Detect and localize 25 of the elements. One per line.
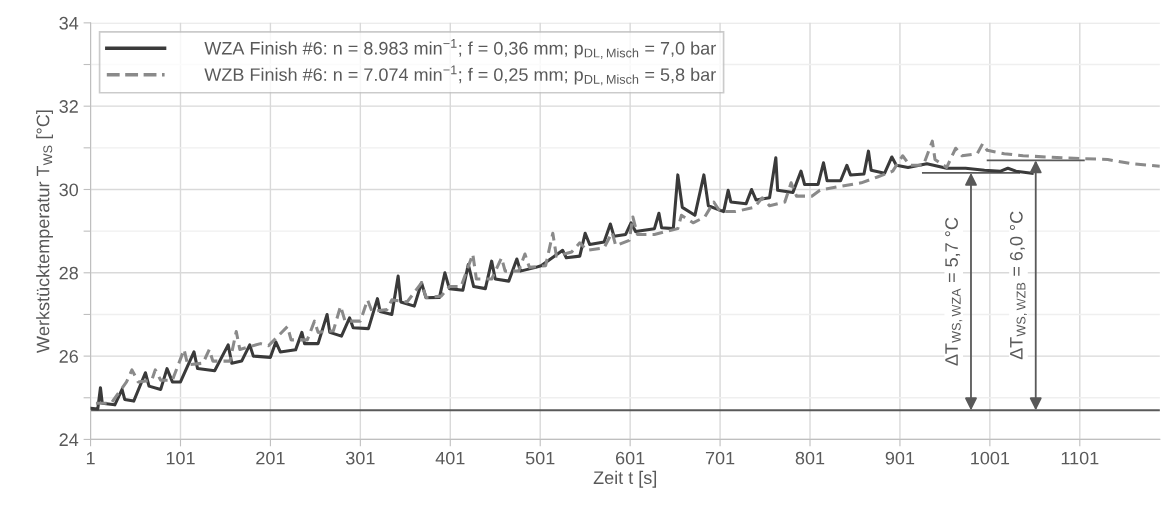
x-tick-label: 901	[885, 451, 915, 465]
x-tick-label: 1	[86, 451, 95, 465]
y-tick-label: 32	[59, 100, 78, 113]
x-tick-label: 501	[525, 451, 555, 465]
y-tick-label: 26	[59, 350, 78, 363]
x-tick-label: 1001	[971, 451, 1010, 465]
line-series	[94, 139, 1160, 405]
y-axis-title: Werkstücktemperatur T$_{WS}$ [°C]	[36, 110, 53, 354]
x-tick-label: 701	[705, 451, 735, 465]
x-tick-label: 301	[345, 451, 375, 465]
x-tick-label: 101	[166, 451, 195, 465]
y-tick-label: 34	[59, 16, 79, 30]
legend-label: WZB Finish #6: n = 7.074 min$^{−1}$; f = 0,25 mm; p$_{DL,Misch}$ = 5,8 bar	[204, 65, 716, 86]
x-tick-label: 801	[795, 451, 825, 465]
x-tick-label: 401	[435, 451, 465, 465]
x-tick-label: 1101	[1061, 451, 1099, 465]
y-tick-label: 30	[59, 183, 79, 197]
x-tick-label: 601	[616, 451, 645, 465]
legend-label: WZA Finish #6: n = 8.983 min$^{−1}$; f = 0,36 mm; p$_{DL,Misch}$ = 7,0 bar	[204, 39, 716, 59]
y-tick-label: 28	[59, 266, 78, 280]
x-axis-title: Zeit t [s]	[593, 470, 657, 488]
y-tick-label: 24	[59, 433, 79, 446]
annotation: ΔT$_{WS,WZA}$ = 5,7 °C	[945, 217, 963, 366]
x-tick-label: 201	[256, 451, 285, 465]
annotation: ΔT$_{WS,WZB}$ = 6,0 °C	[1009, 211, 1028, 360]
